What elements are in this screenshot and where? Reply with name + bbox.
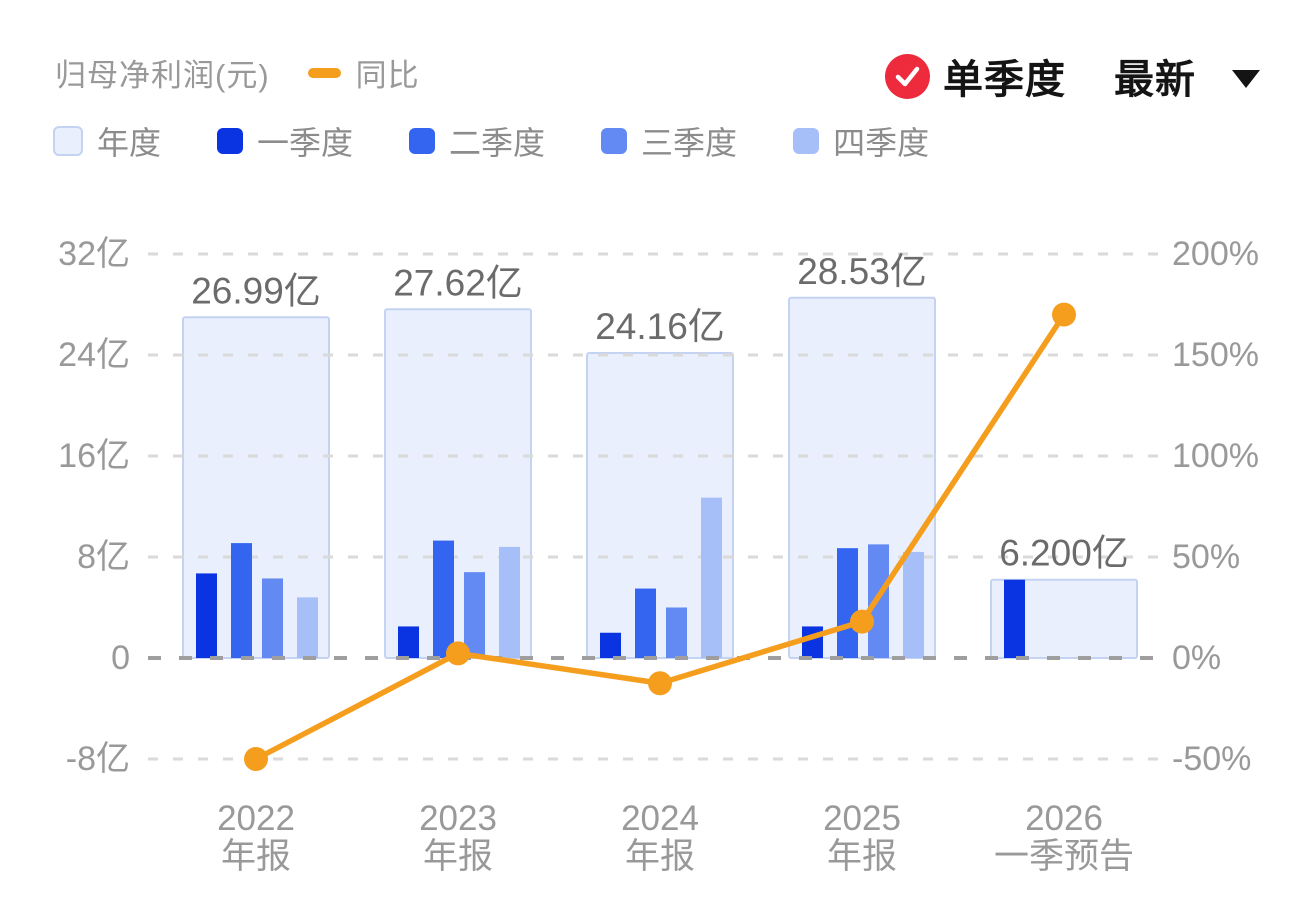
legend-item-q2[interactable]: 二季度 (409, 118, 545, 164)
legend-label-q2: 二季度 (449, 125, 546, 161)
legend-item-annual[interactable]: 年度 (53, 118, 161, 164)
q1-swatch-icon (217, 128, 244, 154)
q3-swatch-icon (601, 128, 628, 154)
yoy-line-point[interactable] (648, 671, 672, 696)
quarter-bar-2[interactable] (231, 543, 252, 658)
chart-header: 归母净利润(元) 同比 (55, 50, 420, 95)
x-axis-label-year: 2022 (217, 799, 295, 838)
line-legend-swatch-icon (307, 67, 341, 78)
right-axis-tick: 150% (1172, 336, 1259, 374)
quarter-bar-1[interactable] (196, 573, 217, 658)
quarter-bar-1[interactable] (1004, 579, 1025, 658)
quarter-bar-4[interactable] (903, 551, 924, 658)
left-axis-tick: 32亿 (58, 235, 130, 273)
annual-swatch-icon (53, 126, 83, 156)
quarter-bar-2[interactable] (837, 548, 858, 658)
yoy-line-point[interactable] (1052, 302, 1076, 327)
right-axis-tick: -50% (1172, 740, 1251, 778)
q2-swatch-icon (409, 128, 436, 154)
quarter-bar-2[interactable] (433, 540, 454, 658)
chart-title: 归母净利润(元) (55, 58, 270, 93)
quarter-bar-4[interactable] (297, 597, 318, 658)
x-axis-label-period: 年报 (221, 837, 291, 876)
left-axis-tick: -8亿 (66, 740, 130, 778)
series-legend: 年度 一季度 二季度 三季度 四季度 (53, 118, 929, 164)
legend-item-q4[interactable]: 四季度 (793, 118, 929, 164)
annual-value-label: 27.62亿 (393, 262, 523, 303)
quarter-bar-4[interactable] (499, 546, 520, 658)
quarter-bar-1[interactable] (398, 626, 419, 658)
line-legend-label: 同比 (355, 58, 420, 93)
legend-label-q4: 四季度 (833, 125, 930, 161)
yoy-line-point[interactable] (850, 609, 874, 634)
left-axis-tick: 8亿 (77, 538, 130, 576)
x-axis-label-period: 年报 (423, 837, 493, 876)
quarter-bar-4[interactable] (701, 497, 722, 658)
legend-item-q3[interactable]: 三季度 (601, 118, 737, 164)
right-axis-tick: 100% (1172, 437, 1259, 475)
x-axis-label-year: 2023 (419, 799, 497, 838)
quarter-bar-3[interactable] (262, 578, 283, 658)
left-axis-tick: 24亿 (58, 336, 130, 374)
x-axis-label-year: 2025 (823, 799, 901, 838)
annual-value-label: 26.99亿 (191, 270, 321, 311)
legend-label-annual: 年度 (97, 125, 162, 161)
single-quarter-toggle-label[interactable]: 单季度 (943, 58, 1066, 102)
quarter-bar-3[interactable] (464, 572, 485, 658)
annual-value-label: 6.200亿 (999, 533, 1129, 574)
top-right-controls: 单季度 最新 (885, 47, 1260, 105)
x-axis-label-year: 2024 (621, 799, 699, 838)
yoy-line-point[interactable] (244, 747, 268, 771)
line-legend[interactable]: 同比 (307, 50, 420, 95)
q4-swatch-icon (793, 128, 820, 154)
annual-value-label: 24.16亿 (595, 306, 725, 347)
right-axis-tick: 50% (1172, 538, 1240, 576)
yoy-line-point[interactable] (446, 641, 470, 666)
left-axis-tick: 16亿 (58, 437, 130, 475)
checked-circle-icon[interactable] (885, 53, 930, 99)
legend-label-q1: 一季度 (257, 125, 354, 161)
quarter-bar-3[interactable] (666, 607, 687, 659)
quarter-bar-1[interactable] (802, 626, 823, 658)
x-axis-label-period: 一季预告 (994, 837, 1134, 876)
quarter-bar-1[interactable] (600, 632, 621, 658)
x-axis-label-year: 2026 (1025, 799, 1103, 838)
legend-item-q1[interactable]: 一季度 (217, 118, 353, 164)
annual-bar[interactable] (586, 351, 734, 659)
right-axis-tick: 0% (1172, 639, 1221, 677)
quarter-bar-2[interactable] (635, 588, 656, 658)
annual-bar[interactable] (182, 316, 330, 659)
chevron-down-icon[interactable] (1232, 70, 1260, 88)
annual-value-label: 28.53亿 (797, 251, 927, 292)
right-axis-tick: 200% (1172, 235, 1259, 273)
x-axis-label-period: 年报 (625, 837, 695, 876)
period-selector-label[interactable]: 最新 (1114, 58, 1196, 102)
annual-bar[interactable] (990, 578, 1138, 659)
legend-label-q3: 三季度 (641, 125, 738, 161)
x-axis-label-period: 年报 (827, 837, 897, 876)
left-axis-tick: 0 (111, 639, 130, 677)
